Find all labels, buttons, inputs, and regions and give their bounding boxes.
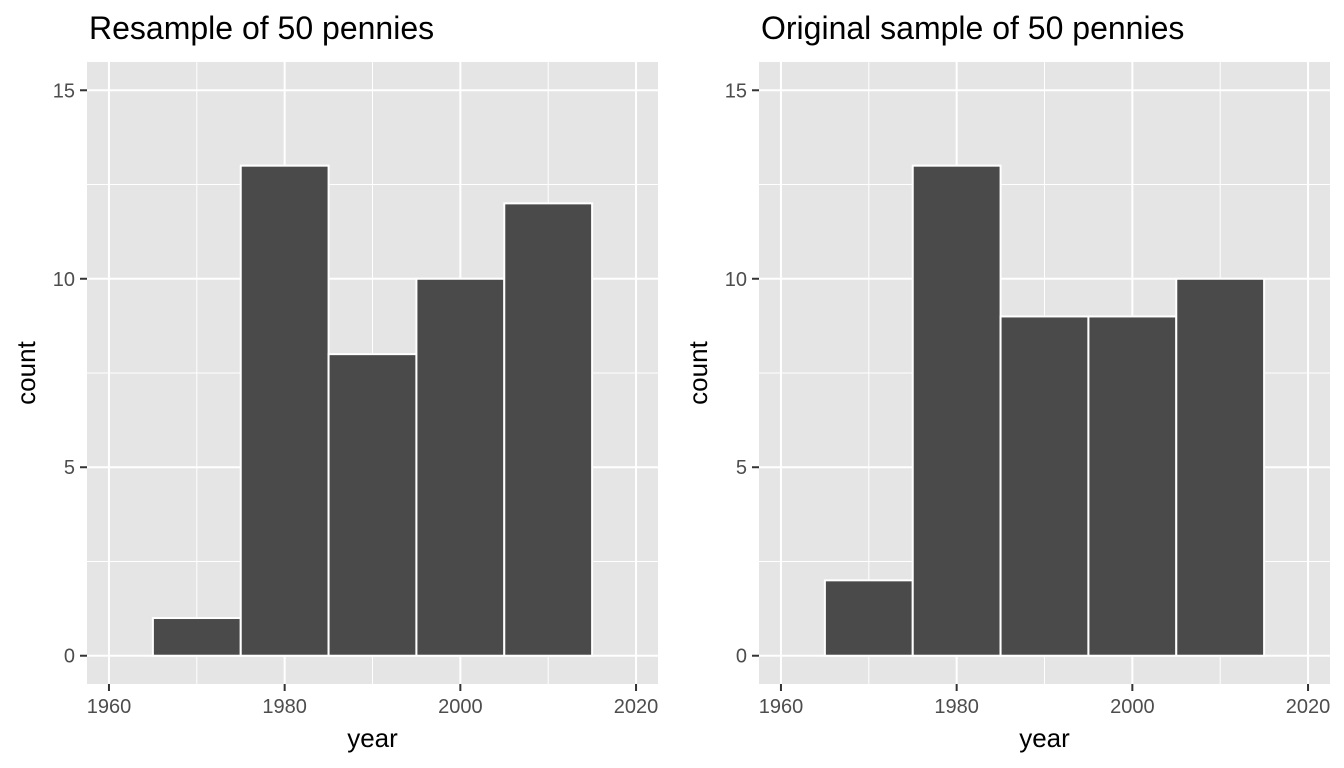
histogram-bar-1980 [911, 164, 1002, 657]
y-axis-title: count [683, 340, 713, 404]
original-sample-histogram-panel: 0 5 10 15 1960 1980 2000 2020 Original sample of… [683, 10, 1330, 753]
x-tick-label: 1960 [759, 696, 804, 718]
y-tick-label: 0 [64, 646, 75, 668]
histogram-bar-1980 [239, 164, 330, 657]
x-tick-label: 2000 [1110, 696, 1155, 718]
y-tick-label: 0 [736, 646, 747, 668]
x-tick-label: 2020 [614, 696, 659, 718]
x-tick-label: 1960 [87, 696, 132, 718]
histogram-bar-1990 [999, 315, 1090, 657]
x-tick-label: 1980 [262, 696, 307, 718]
x-tick-label: 2020 [1286, 696, 1331, 718]
histogram-bar-1970 [823, 579, 914, 657]
histogram-bar-1990 [327, 353, 418, 657]
panel-title: Original sample of 50 pennies [761, 10, 1184, 46]
y-axis-title: count [11, 340, 41, 404]
histogram-bar-2010 [1175, 277, 1266, 657]
y-tick-label: 5 [64, 457, 75, 479]
x-axis-title: year [1019, 723, 1070, 753]
y-tick-label: 5 [736, 457, 747, 479]
panel-title: Resample of 50 pennies [89, 10, 434, 46]
histogram-bar-2000 [415, 277, 506, 657]
histogram-bar-2010 [503, 202, 594, 657]
histogram-bar-1970 [151, 617, 242, 657]
y-tick-label: 10 [53, 269, 75, 291]
histogram-bar-2000 [1087, 315, 1178, 657]
x-axis-title: year [347, 723, 398, 753]
y-tick-label: 15 [53, 80, 75, 102]
resample-histogram-panel: 0 5 10 15 1960 1980 2000 2020 Resample of 50 pen… [11, 10, 658, 753]
y-tick-label: 15 [725, 80, 747, 102]
x-tick-label: 1980 [934, 696, 979, 718]
y-tick-label: 10 [725, 269, 747, 291]
x-tick-label: 2000 [438, 696, 483, 718]
